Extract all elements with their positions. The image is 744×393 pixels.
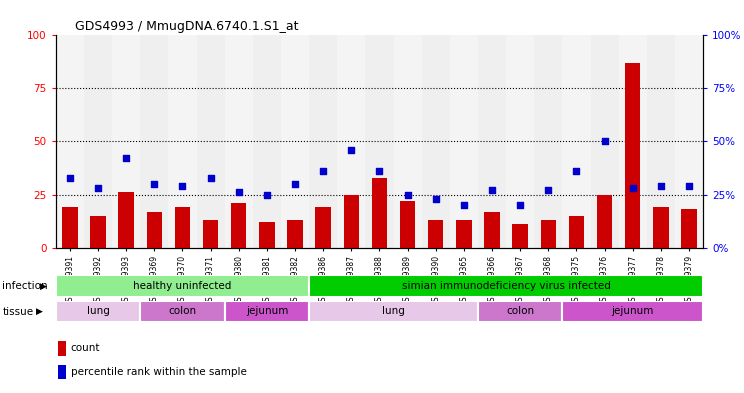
Point — [205, 174, 217, 181]
Bar — [591, 35, 619, 248]
Text: infection: infection — [2, 281, 48, 291]
Text: ▶: ▶ — [40, 282, 47, 290]
Text: lung: lung — [382, 307, 405, 316]
Point — [542, 187, 554, 193]
Bar — [225, 301, 309, 322]
Bar — [168, 35, 196, 248]
Bar — [675, 35, 703, 248]
Point — [430, 196, 442, 202]
Text: colon: colon — [506, 307, 534, 316]
Bar — [118, 193, 134, 248]
Point — [176, 183, 188, 189]
Text: GDS4993 / MmugDNA.6740.1.S1_at: GDS4993 / MmugDNA.6740.1.S1_at — [75, 20, 299, 33]
Point — [458, 202, 469, 208]
Point — [486, 187, 498, 193]
Bar — [484, 211, 500, 248]
Point — [373, 168, 385, 174]
Bar — [682, 209, 696, 248]
Bar — [203, 220, 218, 248]
Bar — [619, 35, 647, 248]
Bar — [62, 207, 77, 248]
Bar — [281, 35, 309, 248]
Bar — [344, 195, 359, 248]
Point — [345, 147, 357, 153]
Bar — [196, 35, 225, 248]
Bar — [84, 35, 112, 248]
Point — [121, 155, 132, 162]
Text: jejunum: jejunum — [246, 307, 288, 316]
Bar — [225, 35, 253, 248]
Text: healthy uninfected: healthy uninfected — [133, 281, 231, 291]
Bar — [175, 207, 190, 248]
Text: ▶: ▶ — [36, 307, 42, 316]
Point — [289, 181, 301, 187]
Bar — [653, 207, 669, 248]
Point — [655, 183, 667, 189]
Bar — [365, 35, 394, 248]
Bar — [647, 35, 675, 248]
Bar — [456, 220, 472, 248]
Bar — [337, 35, 365, 248]
Point — [233, 189, 245, 196]
Bar — [478, 35, 506, 248]
Bar — [562, 301, 703, 322]
Bar — [506, 35, 534, 248]
Bar — [394, 35, 422, 248]
Bar — [562, 35, 591, 248]
Text: simian immunodeficiency virus infected: simian immunodeficiency virus infected — [402, 281, 611, 291]
Bar — [400, 201, 415, 248]
Bar — [309, 301, 478, 322]
Bar — [56, 301, 140, 322]
Bar — [541, 220, 556, 248]
Text: jejunum: jejunum — [612, 307, 654, 316]
Bar — [372, 178, 387, 248]
Bar — [625, 63, 641, 248]
Bar — [90, 216, 106, 248]
Point — [148, 181, 160, 187]
Bar — [422, 35, 450, 248]
Text: percentile rank within the sample: percentile rank within the sample — [71, 367, 246, 377]
Point — [571, 168, 583, 174]
Bar — [309, 35, 337, 248]
Point — [402, 191, 414, 198]
Point — [599, 138, 611, 145]
Point — [683, 183, 695, 189]
Bar — [112, 35, 140, 248]
Point — [514, 202, 526, 208]
Point — [261, 191, 273, 198]
Bar — [534, 35, 562, 248]
Bar — [450, 35, 478, 248]
Text: tissue: tissue — [2, 307, 33, 317]
Bar — [597, 195, 612, 248]
Bar — [259, 222, 275, 248]
Point — [92, 185, 104, 191]
Point — [64, 174, 76, 181]
Bar — [513, 224, 528, 248]
Point — [317, 168, 329, 174]
Bar — [56, 275, 309, 297]
Bar — [58, 341, 65, 356]
Bar — [140, 301, 225, 322]
Point — [626, 185, 638, 191]
Bar — [253, 35, 281, 248]
Bar — [478, 301, 562, 322]
Bar — [568, 216, 584, 248]
Text: count: count — [71, 343, 100, 353]
Bar — [147, 211, 162, 248]
Bar — [231, 203, 246, 248]
Bar — [309, 275, 703, 297]
Text: colon: colon — [168, 307, 196, 316]
Bar — [287, 220, 303, 248]
Bar — [140, 35, 168, 248]
Text: lung: lung — [86, 307, 109, 316]
Bar — [56, 35, 84, 248]
Bar — [58, 365, 65, 379]
Bar — [428, 220, 443, 248]
Bar — [315, 207, 331, 248]
